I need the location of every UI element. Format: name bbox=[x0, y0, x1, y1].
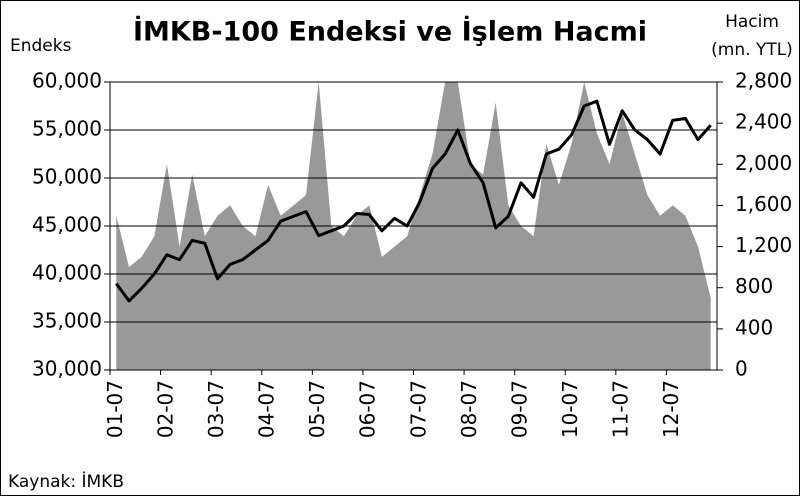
y-tick-label: 30,000 bbox=[32, 357, 102, 381]
x-tick-label: 12-07 bbox=[659, 380, 683, 438]
y2-tick-label: 1,600 bbox=[735, 192, 792, 216]
x-tick-label: 11-07 bbox=[609, 380, 633, 438]
x-tick-label: 03-07 bbox=[204, 380, 228, 438]
x-tick-label: 04-07 bbox=[255, 380, 279, 438]
y-tick-label: 60,000 bbox=[32, 69, 102, 93]
y-tick-label: 45,000 bbox=[32, 213, 102, 237]
x-tick-label: 10-07 bbox=[558, 380, 582, 438]
y-tick-label: 35,000 bbox=[32, 309, 102, 333]
y2-tick-label: 2,000 bbox=[735, 151, 792, 175]
y-tick-label: 50,000 bbox=[32, 165, 102, 189]
chart-title: İMKB-100 Endeksi ve İşlem Hacmi bbox=[133, 16, 647, 48]
y2-axis-label: (mn. YTL) bbox=[711, 40, 793, 60]
y2-tick-label: 1,200 bbox=[735, 233, 792, 257]
x-tick-label: 02-07 bbox=[153, 380, 177, 438]
source-note: Kaynak: İMKB bbox=[8, 471, 124, 492]
x-tick-label: 06-07 bbox=[356, 380, 380, 438]
y2-tick-label: 800 bbox=[735, 274, 773, 298]
x-tick-label: 09-07 bbox=[507, 380, 531, 438]
y-axis-label: Endeks bbox=[10, 36, 72, 56]
y2-tick-label: 400 bbox=[735, 315, 773, 339]
x-tick-label: 01-07 bbox=[103, 380, 127, 438]
x-tick-label: 08-07 bbox=[457, 380, 481, 438]
y2-tick-label: 0 bbox=[735, 357, 748, 381]
y2-tick-label: 2,400 bbox=[735, 110, 792, 134]
y-tick-label: 55,000 bbox=[32, 117, 102, 141]
index-line bbox=[115, 99, 712, 303]
x-tick-label: 05-07 bbox=[305, 380, 329, 438]
x-tick-label: 07-07 bbox=[406, 380, 430, 438]
y2-tick-label: 2,800 bbox=[735, 69, 792, 93]
y-tick-label: 40,000 bbox=[32, 261, 102, 285]
y2-axis-label: Hacim bbox=[725, 12, 779, 32]
